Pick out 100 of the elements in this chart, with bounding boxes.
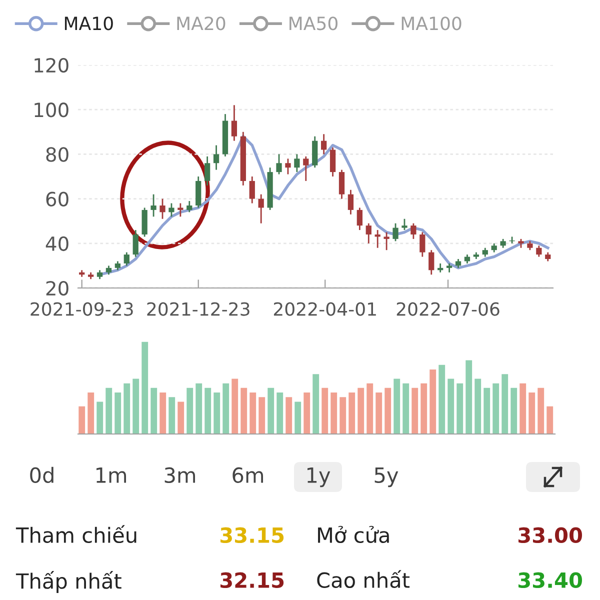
bar — [340, 397, 346, 434]
candlestick — [186, 200, 192, 213]
candlestick — [348, 189, 354, 216]
candlestick — [536, 244, 542, 258]
bar — [394, 378, 400, 434]
bar — [546, 406, 554, 434]
bar — [538, 388, 544, 434]
candlestick — [303, 156, 309, 182]
bar — [204, 388, 212, 434]
bar — [168, 397, 176, 434]
bar — [430, 369, 436, 434]
text: Mở cửa — [318, 526, 389, 544]
candlestick — [231, 104, 238, 142]
bar — [106, 388, 112, 434]
bar — [186, 388, 194, 434]
bar — [196, 383, 202, 434]
text: 1m — [96, 468, 126, 483]
text: Tham chiếu — [16, 525, 136, 544]
candlestick — [132, 229, 138, 258]
legend-label: MA20 — [177, 16, 226, 30]
text: Cao nhất — [317, 570, 410, 588]
x-tick-label: 2022-04-01 — [274, 302, 376, 316]
bar — [502, 374, 508, 434]
candlestick — [321, 133, 327, 155]
candlestick — [168, 202, 174, 218]
bar — [492, 383, 500, 434]
y-tick-label: 20 — [46, 280, 68, 296]
y-tick-label: 120 — [34, 58, 68, 73]
y-tick-label: 100 — [34, 102, 68, 118]
bar — [276, 392, 284, 434]
bar — [304, 392, 310, 434]
text: 33.15 — [220, 527, 284, 544]
bar — [322, 388, 328, 434]
bar — [258, 397, 266, 434]
text: 33.40 — [518, 572, 582, 588]
y-tick-label: 80 — [46, 147, 68, 162]
candlestick — [249, 176, 255, 204]
candlestick — [402, 218, 408, 231]
candlestick — [420, 232, 426, 258]
candlestick — [124, 252, 130, 266]
y-tick-label: 40 — [46, 236, 68, 252]
text: Thấp nhất — [16, 571, 122, 593]
bar — [402, 383, 410, 434]
candlestick — [384, 232, 390, 251]
bar — [412, 388, 418, 434]
text: 3m — [164, 467, 196, 484]
bar — [222, 383, 230, 434]
legend-label: MA100 — [402, 16, 462, 30]
legend-label: MA50 — [290, 16, 338, 30]
bar — [358, 388, 364, 434]
legend-label: MA10 — [64, 16, 113, 30]
candlestick — [356, 207, 362, 231]
candlestick — [294, 154, 300, 173]
candlestick — [410, 222, 416, 240]
candlestick — [150, 194, 156, 218]
bar — [132, 378, 140, 434]
text: 0d — [30, 466, 54, 484]
bar — [178, 402, 184, 434]
candlestick — [330, 146, 336, 178]
text: 5y — [374, 468, 398, 488]
bar — [88, 392, 94, 434]
bar — [286, 397, 292, 434]
bar — [142, 342, 148, 434]
bar — [232, 378, 238, 434]
bar — [114, 392, 122, 434]
x-tick-label: 2021-12-23 — [147, 302, 250, 316]
bar — [366, 383, 374, 434]
bar — [150, 388, 158, 434]
bar — [160, 392, 166, 434]
bar — [510, 388, 518, 434]
bar — [474, 378, 482, 434]
candlestick — [338, 169, 345, 200]
bar — [348, 392, 356, 434]
bar — [250, 392, 256, 434]
candlestick — [213, 144, 220, 171]
bar — [268, 388, 274, 434]
bar — [376, 392, 382, 434]
candlestick — [392, 222, 398, 242]
candlestick — [178, 202, 184, 218]
y-tick-label: 60 — [46, 192, 68, 206]
x-tick-label: 2021-09-23 — [30, 302, 133, 316]
bar — [466, 360, 472, 434]
bar — [240, 388, 248, 434]
text: 1y — [307, 468, 330, 488]
bar — [124, 383, 130, 434]
bar — [528, 392, 536, 434]
bar — [456, 383, 464, 434]
bar — [294, 402, 302, 434]
candlestick — [285, 158, 291, 175]
candlestick — [276, 154, 282, 175]
candlestick — [366, 222, 372, 244]
candlestick — [258, 194, 264, 224]
bar — [214, 392, 220, 434]
bar — [330, 392, 338, 434]
candlestick — [428, 249, 434, 276]
bar — [438, 364, 446, 434]
text: 33.00 — [518, 527, 582, 544]
candlestick — [204, 156, 210, 186]
text: 6m — [232, 467, 264, 484]
text: 32.15 — [220, 572, 284, 588]
